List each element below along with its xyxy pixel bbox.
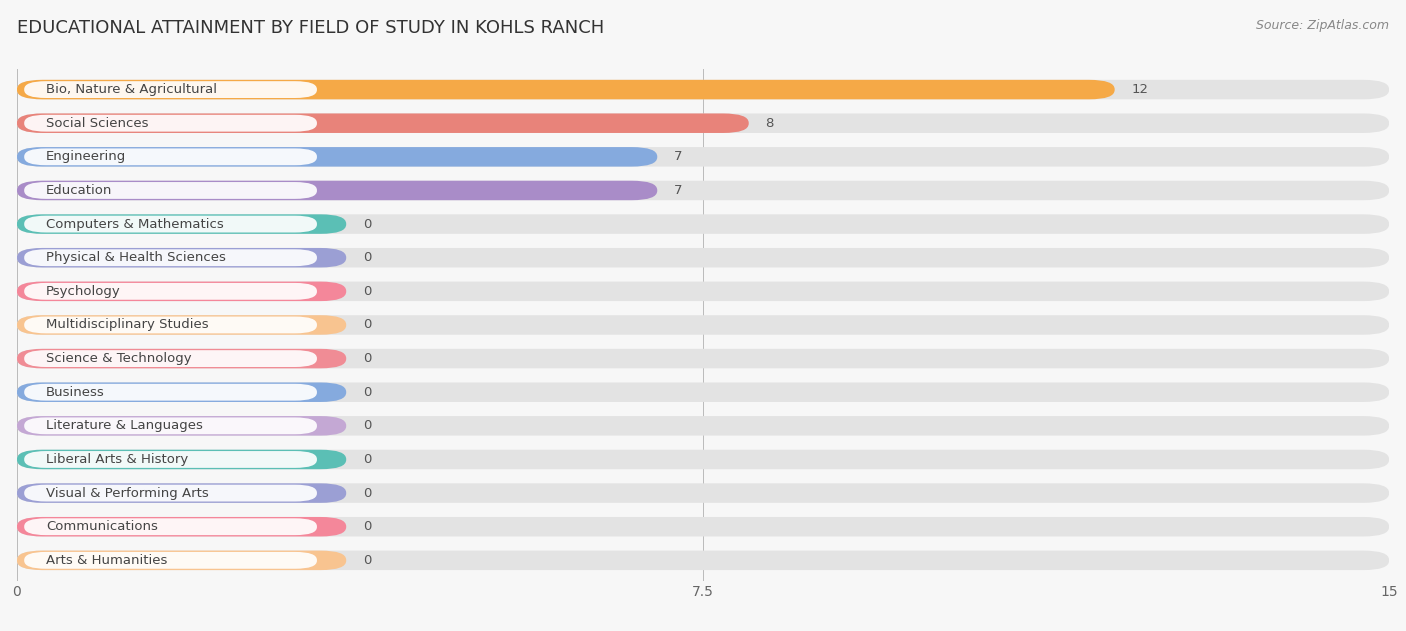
FancyBboxPatch shape xyxy=(24,485,316,502)
Text: 0: 0 xyxy=(363,453,371,466)
Text: Communications: Communications xyxy=(46,520,157,533)
FancyBboxPatch shape xyxy=(17,114,749,133)
FancyBboxPatch shape xyxy=(17,349,1389,369)
FancyBboxPatch shape xyxy=(17,147,657,167)
Text: Arts & Humanities: Arts & Humanities xyxy=(46,554,167,567)
Text: Science & Technology: Science & Technology xyxy=(46,352,191,365)
FancyBboxPatch shape xyxy=(24,317,316,333)
FancyBboxPatch shape xyxy=(17,316,1389,334)
FancyBboxPatch shape xyxy=(17,80,1389,99)
FancyBboxPatch shape xyxy=(17,483,346,503)
FancyBboxPatch shape xyxy=(24,249,316,266)
FancyBboxPatch shape xyxy=(24,418,316,434)
Text: 8: 8 xyxy=(765,117,773,130)
Text: Social Sciences: Social Sciences xyxy=(46,117,149,130)
FancyBboxPatch shape xyxy=(17,248,1389,268)
FancyBboxPatch shape xyxy=(24,115,316,132)
Text: 0: 0 xyxy=(363,319,371,331)
FancyBboxPatch shape xyxy=(17,281,1389,301)
FancyBboxPatch shape xyxy=(17,349,346,369)
Text: 12: 12 xyxy=(1132,83,1149,96)
FancyBboxPatch shape xyxy=(17,483,1389,503)
FancyBboxPatch shape xyxy=(17,382,1389,402)
Text: 0: 0 xyxy=(363,285,371,298)
Text: EDUCATIONAL ATTAINMENT BY FIELD OF STUDY IN KOHLS RANCH: EDUCATIONAL ATTAINMENT BY FIELD OF STUDY… xyxy=(17,19,605,37)
FancyBboxPatch shape xyxy=(17,551,1389,570)
Text: 0: 0 xyxy=(363,487,371,500)
FancyBboxPatch shape xyxy=(17,316,346,334)
Text: 0: 0 xyxy=(363,386,371,399)
FancyBboxPatch shape xyxy=(24,182,316,199)
FancyBboxPatch shape xyxy=(17,382,346,402)
FancyBboxPatch shape xyxy=(24,350,316,367)
FancyBboxPatch shape xyxy=(24,81,316,98)
FancyBboxPatch shape xyxy=(24,216,316,232)
Text: 0: 0 xyxy=(363,520,371,533)
FancyBboxPatch shape xyxy=(24,384,316,401)
FancyBboxPatch shape xyxy=(17,517,346,536)
Text: Psychology: Psychology xyxy=(46,285,121,298)
FancyBboxPatch shape xyxy=(24,518,316,535)
FancyBboxPatch shape xyxy=(17,248,346,268)
FancyBboxPatch shape xyxy=(17,215,1389,234)
Text: Literature & Languages: Literature & Languages xyxy=(46,420,202,432)
FancyBboxPatch shape xyxy=(17,416,1389,435)
Text: Source: ZipAtlas.com: Source: ZipAtlas.com xyxy=(1256,19,1389,32)
Text: 0: 0 xyxy=(363,251,371,264)
Text: Computers & Mathematics: Computers & Mathematics xyxy=(46,218,224,230)
FancyBboxPatch shape xyxy=(17,80,1115,99)
Text: 0: 0 xyxy=(363,352,371,365)
Text: Physical & Health Sciences: Physical & Health Sciences xyxy=(46,251,226,264)
FancyBboxPatch shape xyxy=(17,180,657,200)
FancyBboxPatch shape xyxy=(24,148,316,165)
Text: Education: Education xyxy=(46,184,112,197)
Text: Multidisciplinary Studies: Multidisciplinary Studies xyxy=(46,319,208,331)
Text: Liberal Arts & History: Liberal Arts & History xyxy=(46,453,188,466)
Text: 7: 7 xyxy=(673,184,682,197)
FancyBboxPatch shape xyxy=(17,281,346,301)
FancyBboxPatch shape xyxy=(17,517,1389,536)
Text: 0: 0 xyxy=(363,218,371,230)
FancyBboxPatch shape xyxy=(17,114,1389,133)
FancyBboxPatch shape xyxy=(17,215,346,234)
Text: Bio, Nature & Agricultural: Bio, Nature & Agricultural xyxy=(46,83,217,96)
FancyBboxPatch shape xyxy=(17,551,346,570)
Text: Engineering: Engineering xyxy=(46,150,127,163)
FancyBboxPatch shape xyxy=(24,451,316,468)
Text: Visual & Performing Arts: Visual & Performing Arts xyxy=(46,487,209,500)
FancyBboxPatch shape xyxy=(24,283,316,300)
FancyBboxPatch shape xyxy=(24,552,316,569)
Text: 0: 0 xyxy=(363,420,371,432)
FancyBboxPatch shape xyxy=(17,450,346,469)
FancyBboxPatch shape xyxy=(17,450,1389,469)
Text: 7: 7 xyxy=(673,150,682,163)
FancyBboxPatch shape xyxy=(17,147,1389,167)
Text: Business: Business xyxy=(46,386,105,399)
FancyBboxPatch shape xyxy=(17,416,346,435)
Text: 0: 0 xyxy=(363,554,371,567)
FancyBboxPatch shape xyxy=(17,180,1389,200)
